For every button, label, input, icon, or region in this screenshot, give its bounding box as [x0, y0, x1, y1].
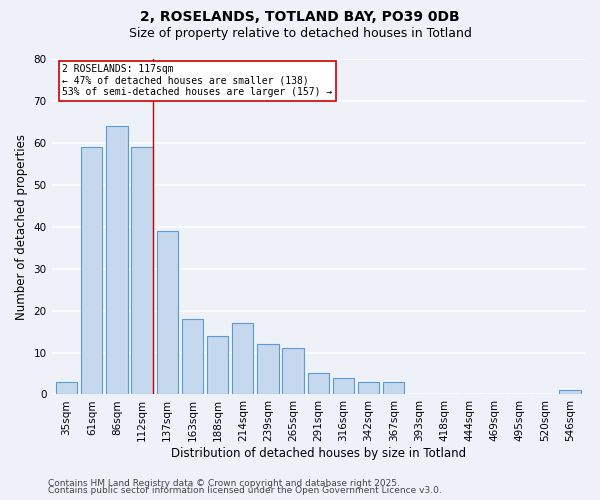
Bar: [106, 126, 128, 394]
Bar: [131, 147, 153, 394]
Bar: [157, 231, 178, 394]
Bar: [308, 374, 329, 394]
X-axis label: Distribution of detached houses by size in Totland: Distribution of detached houses by size …: [171, 447, 466, 460]
Bar: [333, 378, 354, 394]
Bar: [358, 382, 379, 394]
Text: Size of property relative to detached houses in Totland: Size of property relative to detached ho…: [128, 28, 472, 40]
Bar: [207, 336, 229, 394]
Bar: [559, 390, 581, 394]
Text: 2 ROSELANDS: 117sqm
← 47% of detached houses are smaller (138)
53% of semi-detac: 2 ROSELANDS: 117sqm ← 47% of detached ho…: [62, 64, 332, 97]
Text: Contains public sector information licensed under the Open Government Licence v3: Contains public sector information licen…: [48, 486, 442, 495]
Text: 2, ROSELANDS, TOTLAND BAY, PO39 0DB: 2, ROSELANDS, TOTLAND BAY, PO39 0DB: [140, 10, 460, 24]
Y-axis label: Number of detached properties: Number of detached properties: [15, 134, 28, 320]
Bar: [81, 147, 103, 394]
Bar: [232, 323, 253, 394]
Text: Contains HM Land Registry data © Crown copyright and database right 2025.: Contains HM Land Registry data © Crown c…: [48, 478, 400, 488]
Bar: [182, 319, 203, 394]
Bar: [56, 382, 77, 394]
Bar: [257, 344, 278, 395]
Bar: [383, 382, 404, 394]
Bar: [283, 348, 304, 395]
